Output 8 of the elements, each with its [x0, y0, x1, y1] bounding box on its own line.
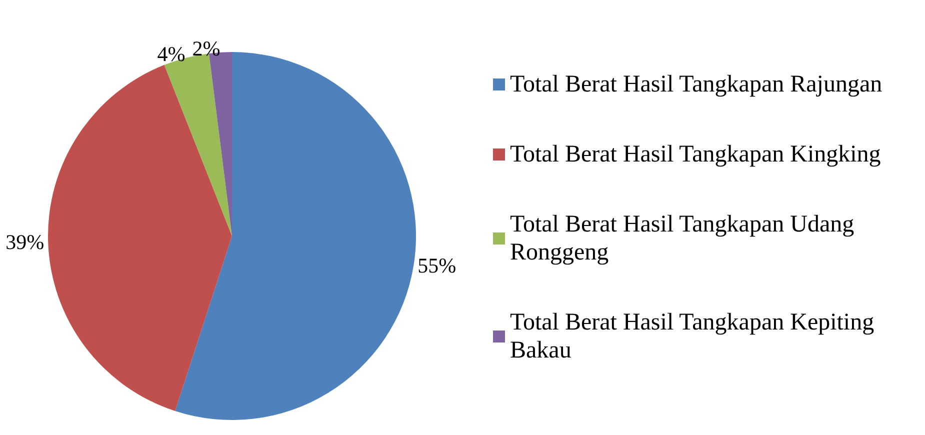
- legend-label: Total Berat Hasil Tangkapan Kepiting Bakau: [510, 310, 880, 364]
- legend-label: Total Berat Hasil Tangkapan Rajungan: [510, 72, 882, 98]
- legend-label: Total Berat Hasil Tangkapan Udang Ronggeng: [510, 212, 860, 266]
- legend-label: Total Berat Hasil Tangkapan Kingking: [510, 142, 881, 168]
- data-label: 39%: [6, 230, 44, 254]
- data-label: 2%: [192, 36, 220, 60]
- data-label: 4%: [157, 42, 186, 66]
- data-label: 55%: [418, 253, 456, 278]
